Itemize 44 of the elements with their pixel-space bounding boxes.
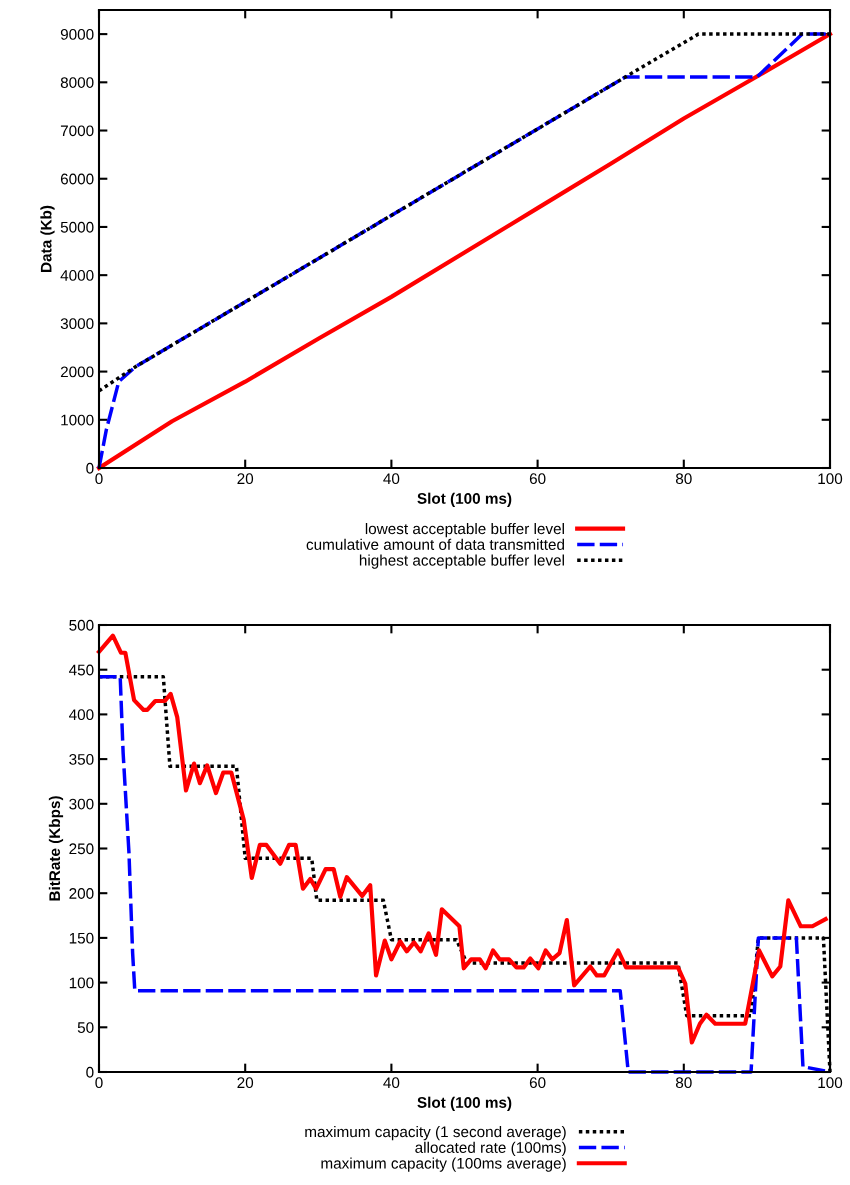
x-tick-label: 20 — [237, 473, 254, 485]
y-tick-label: 0 — [86, 462, 94, 474]
y-tick-label: 50 — [77, 1022, 94, 1033]
y-tick-label: 200 — [69, 888, 94, 899]
y-axis-title: BitRate (Kbps) — [48, 796, 64, 901]
y-axis-title: Data (Kb) — [40, 205, 55, 272]
legend-label: highest acceptable buffer level — [359, 554, 564, 569]
x-tick-label: 100 — [818, 1077, 843, 1089]
legend-label: maximum capacity (100ms average) — [321, 1157, 566, 1172]
y-tick-label: 250 — [69, 843, 94, 855]
x-tick-label: 20 — [237, 1077, 254, 1089]
y-tick-label: 6000 — [60, 173, 94, 185]
x-tick-label: 100 — [818, 473, 843, 485]
y-tick-label: 4000 — [60, 270, 94, 281]
x-axis-title: Slot (100 ms) — [417, 1096, 512, 1111]
x-tick-label: 40 — [383, 1077, 400, 1089]
line-series — [96, 633, 828, 1045]
legend-label: allocated rate (100ms) — [415, 1141, 566, 1156]
y-tick-label: 300 — [69, 798, 94, 810]
y-tick-label: 400 — [69, 709, 94, 721]
y-tick-label: 100 — [69, 977, 94, 989]
x-tick-label: 60 — [529, 1077, 546, 1089]
x-tick-label: 0 — [95, 473, 103, 485]
y-tick-label: 500 — [69, 619, 94, 631]
x-tick-label: 80 — [675, 473, 692, 485]
y-tick-label: 3000 — [60, 318, 94, 330]
x-tick-label: 40 — [383, 473, 400, 485]
y-tick-label: 1000 — [61, 414, 94, 426]
y-tick-label: 7000 — [60, 125, 94, 137]
x-tick-label: 80 — [675, 1077, 692, 1089]
y-tick-label: 5000 — [60, 221, 94, 233]
x-tick-label: 60 — [529, 473, 546, 485]
y-tick-label: 350 — [69, 753, 94, 765]
y-tick-label: 150 — [69, 932, 94, 944]
legend-label: cumulative amount of data transmitted — [306, 538, 564, 550]
x-tick-label: 0 — [95, 1077, 103, 1089]
y-tick-label: 0 — [86, 1066, 94, 1078]
y-tick-label: 2000 — [60, 366, 94, 378]
legend-label: maximum capacity (1 second average) — [305, 1125, 566, 1141]
y-tick-label: 450 — [69, 664, 94, 676]
y-tick-label: 8000 — [60, 77, 94, 88]
legend-label: lowest acceptable buffer level — [365, 522, 564, 538]
y-tick-label: 9000 — [60, 28, 94, 40]
x-axis-title: Slot (100 ms) — [417, 492, 512, 507]
